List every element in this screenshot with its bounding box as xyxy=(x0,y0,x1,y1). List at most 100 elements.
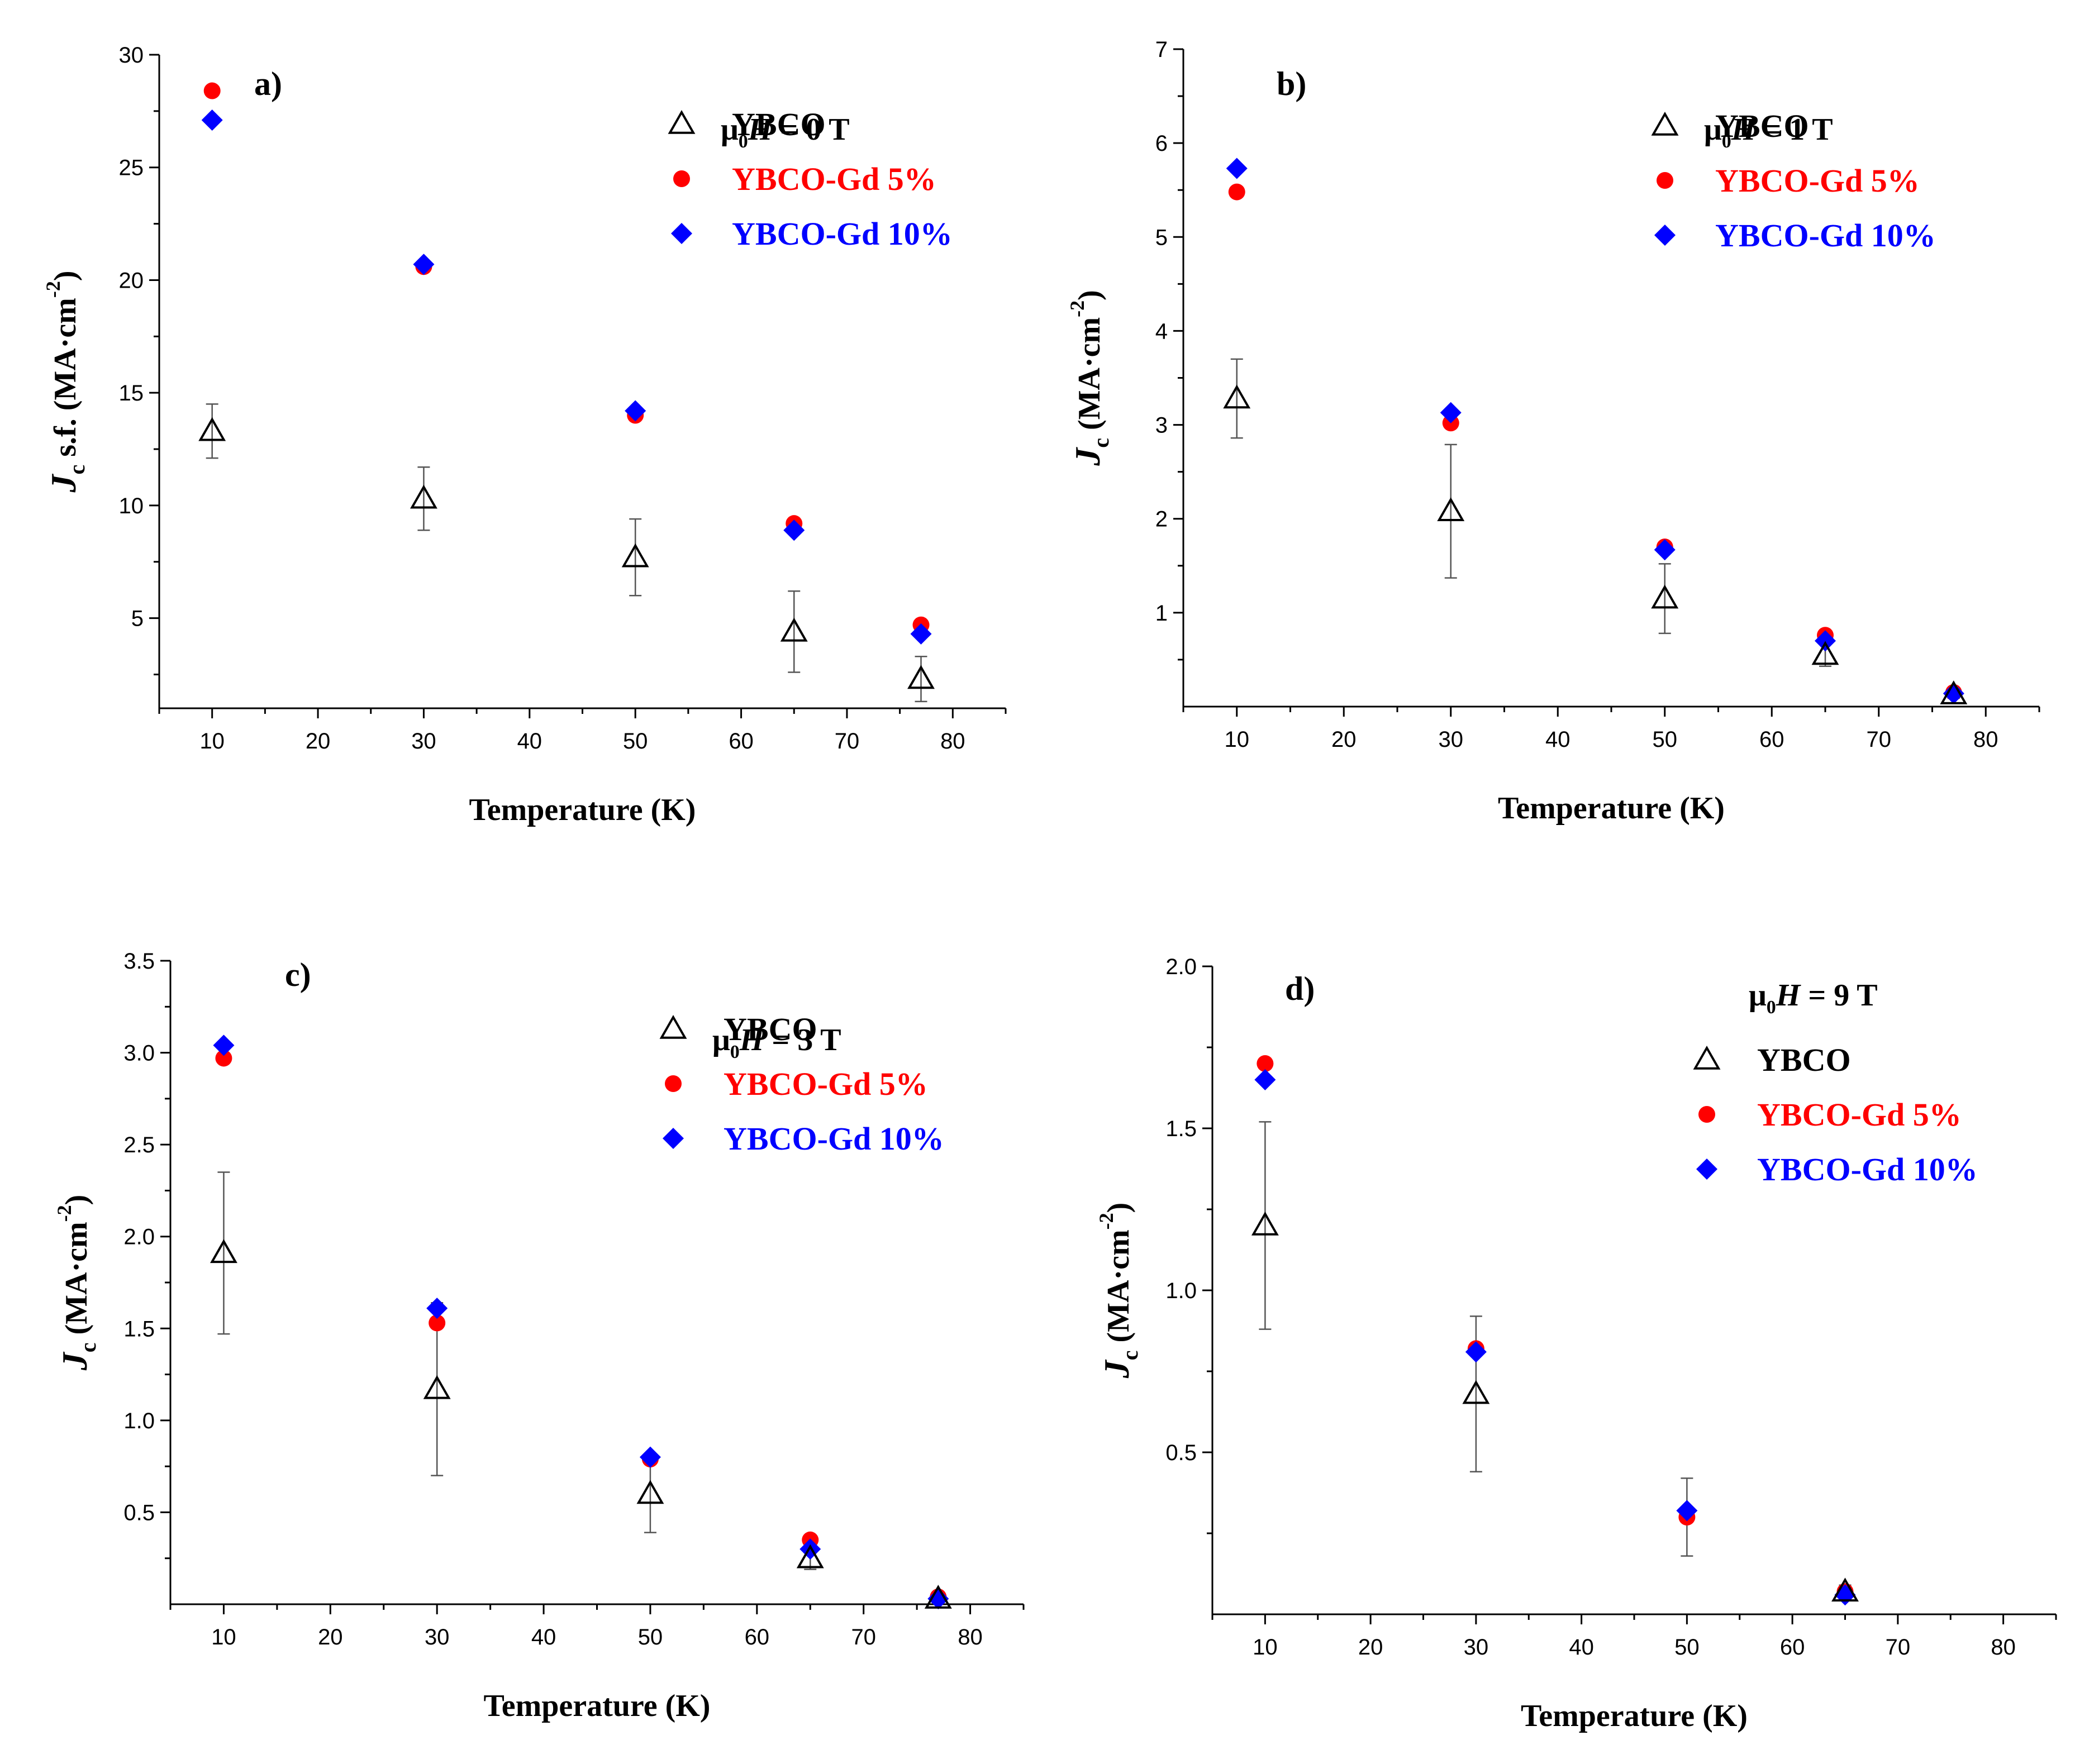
x-tick-label: 50 xyxy=(1653,727,1678,752)
data-point-gd5 xyxy=(429,1314,446,1332)
y-axis-title-sub: c xyxy=(75,1343,101,1353)
field-sub: 0 xyxy=(1722,131,1731,152)
y-tick-label: 10 xyxy=(119,494,144,518)
x-tick-label: 60 xyxy=(1780,1635,1805,1660)
chart-panel-c: 10 20 30 40 50 60 70 80 0.5 1.0 1.5 2.0 2.5 3.0 3.5 Tem… xyxy=(53,949,1025,1723)
x-tick-label: 70 xyxy=(851,1625,876,1649)
y-tick-label: 2.0 xyxy=(123,1225,155,1250)
x-tick-label: 30 xyxy=(411,729,436,754)
x-tick-label: 70 xyxy=(835,729,860,754)
data-point-gd10 xyxy=(1254,1069,1276,1090)
data-point-gd5 xyxy=(1228,183,1245,201)
chart-panel-b: 10 20 30 40 50 60 70 80 1 2 3 4 5 6 7 Temperature (K) Jc… xyxy=(1066,37,2040,826)
x-tick-label: 50 xyxy=(623,729,648,754)
data-point-ybco xyxy=(1437,497,1465,522)
panel-label: c) xyxy=(285,956,311,993)
x-tick-label: 50 xyxy=(1674,1635,1700,1660)
field-sub: 0 xyxy=(739,131,748,152)
data-point-ybco xyxy=(1651,584,1679,609)
y-tick-label: 5 xyxy=(131,607,144,631)
field-label: μ0H = 1 T xyxy=(1704,112,1833,152)
x-axis-title: Temperature (K) xyxy=(1498,791,1725,826)
y-axis-title-close: ) xyxy=(59,1195,94,1205)
x-tick-label: 70 xyxy=(1867,727,1892,752)
x-axis-title: Temperature (K) xyxy=(469,793,696,827)
chart-panel-d: 10 20 30 40 50 60 70 80 0.5 1.0 1.5 2.0 Temperature … xyxy=(1095,955,2057,1733)
data-point-ybco xyxy=(780,617,808,642)
field-mu: μ xyxy=(1704,112,1722,147)
x-tick-label: 20 xyxy=(1358,1635,1383,1660)
data-point-ybco xyxy=(796,1544,824,1568)
data-point-gd10 xyxy=(783,519,805,541)
y-axis-title-j: J xyxy=(55,1351,94,1371)
field-sub: 0 xyxy=(730,1042,740,1062)
legend-label-ybco: YBCO xyxy=(732,106,826,142)
data-point-gd10 xyxy=(1815,630,1836,652)
y-tick-label: 2.5 xyxy=(123,1133,155,1157)
x-tick-label: 10 xyxy=(211,1625,236,1649)
x-tick-label: 30 xyxy=(425,1625,450,1649)
field-mu: μ xyxy=(1749,978,1767,1013)
y-axis-title-unit: s.f. (MA·cm xyxy=(48,298,83,465)
data-point-gd10 xyxy=(1465,1341,1487,1363)
y-tick-label: 25 xyxy=(119,156,144,180)
y-axis-title-j: J xyxy=(44,474,83,493)
y-axis-title-sub: c xyxy=(1117,1351,1143,1361)
data-point-ybco xyxy=(1940,680,1968,704)
x-tick-label: 50 xyxy=(638,1625,663,1649)
y-axis-title: Jc (MA·cm-2) xyxy=(1066,290,1113,466)
data-point-gd10 xyxy=(639,1446,661,1468)
legend-marker-gd10 xyxy=(1654,225,1676,246)
legend-label-gd5: YBCO-Gd 5% xyxy=(724,1066,928,1102)
y-axis-title-unit: (MA·cm xyxy=(59,1222,94,1342)
panel-label: d) xyxy=(1285,970,1315,1007)
data-point-ybco xyxy=(1462,1380,1490,1404)
data-point-ybco xyxy=(210,1239,237,1264)
data-point-gd10 xyxy=(1226,158,1248,179)
y-axis-title-sub: c xyxy=(64,465,89,475)
x-tick-label: 40 xyxy=(1545,727,1570,752)
field-h: H xyxy=(739,1023,765,1057)
x-axis-title: Temperature (K) xyxy=(484,1689,711,1723)
x-tick-label: 40 xyxy=(517,729,542,754)
data-point-ybco xyxy=(621,543,649,568)
data-point-gd5 xyxy=(1257,1055,1274,1072)
y-axis-title-exp: -2 xyxy=(42,281,64,298)
y-tick-label: 3.5 xyxy=(123,949,155,974)
legend-label-gd10: YBCO-Gd 10% xyxy=(1757,1151,1978,1188)
y-tick-label: 3 xyxy=(1155,413,1168,438)
y-tick-label: 3.0 xyxy=(123,1041,155,1066)
data-point-gd10 xyxy=(1676,1500,1698,1522)
y-axis-title-close: ) xyxy=(1101,1203,1136,1213)
panel-label: b) xyxy=(1277,65,1306,102)
chart-panel-a: 10 20 30 40 50 60 70 80 5 10 15 20 25 30 Temperature (… xyxy=(42,43,1007,827)
data-point-gd10 xyxy=(910,623,932,645)
y-axis-title-unit: (MA·cm xyxy=(1101,1229,1136,1350)
y-axis-title: Jc (MA·cm-2) xyxy=(53,1195,101,1371)
panel-label: a) xyxy=(254,65,282,102)
y-tick-label: 1.0 xyxy=(123,1409,155,1433)
data-point-ybco xyxy=(410,484,437,509)
data-point-ybco xyxy=(636,1480,664,1504)
data-point-gd10 xyxy=(927,1588,949,1610)
legend-label-ybco: YBCO xyxy=(1757,1042,1851,1078)
legend-label-gd10: YBCO-Gd 10% xyxy=(1715,217,1936,254)
y-axis-title-exp: -2 xyxy=(1066,301,1088,317)
field-h: H xyxy=(1731,112,1757,147)
legend-marker-gd5 xyxy=(1698,1106,1715,1123)
data-point-ybco xyxy=(423,1375,451,1399)
x-tick-label: 40 xyxy=(1569,1635,1594,1660)
data-point-gd10 xyxy=(1654,539,1676,561)
legend-label-gd5: YBCO-Gd 5% xyxy=(1715,163,1920,199)
x-axis-title: Temperature (K) xyxy=(1521,1699,1748,1733)
y-tick-label: 4 xyxy=(1155,319,1168,344)
y-tick-label: 1.5 xyxy=(1165,1117,1197,1141)
legend-label-gd5: YBCO-Gd 5% xyxy=(732,161,936,197)
y-tick-label: 6 xyxy=(1155,131,1168,156)
y-tick-label: 5 xyxy=(1155,225,1168,250)
x-tick-label: 10 xyxy=(1225,727,1250,752)
legend-marker-gd10 xyxy=(671,223,692,244)
y-axis-title-unit: (MA·cm xyxy=(1072,317,1107,438)
field-value: = 3 T xyxy=(764,1023,841,1057)
legend-marker-gd5 xyxy=(1657,172,1673,189)
